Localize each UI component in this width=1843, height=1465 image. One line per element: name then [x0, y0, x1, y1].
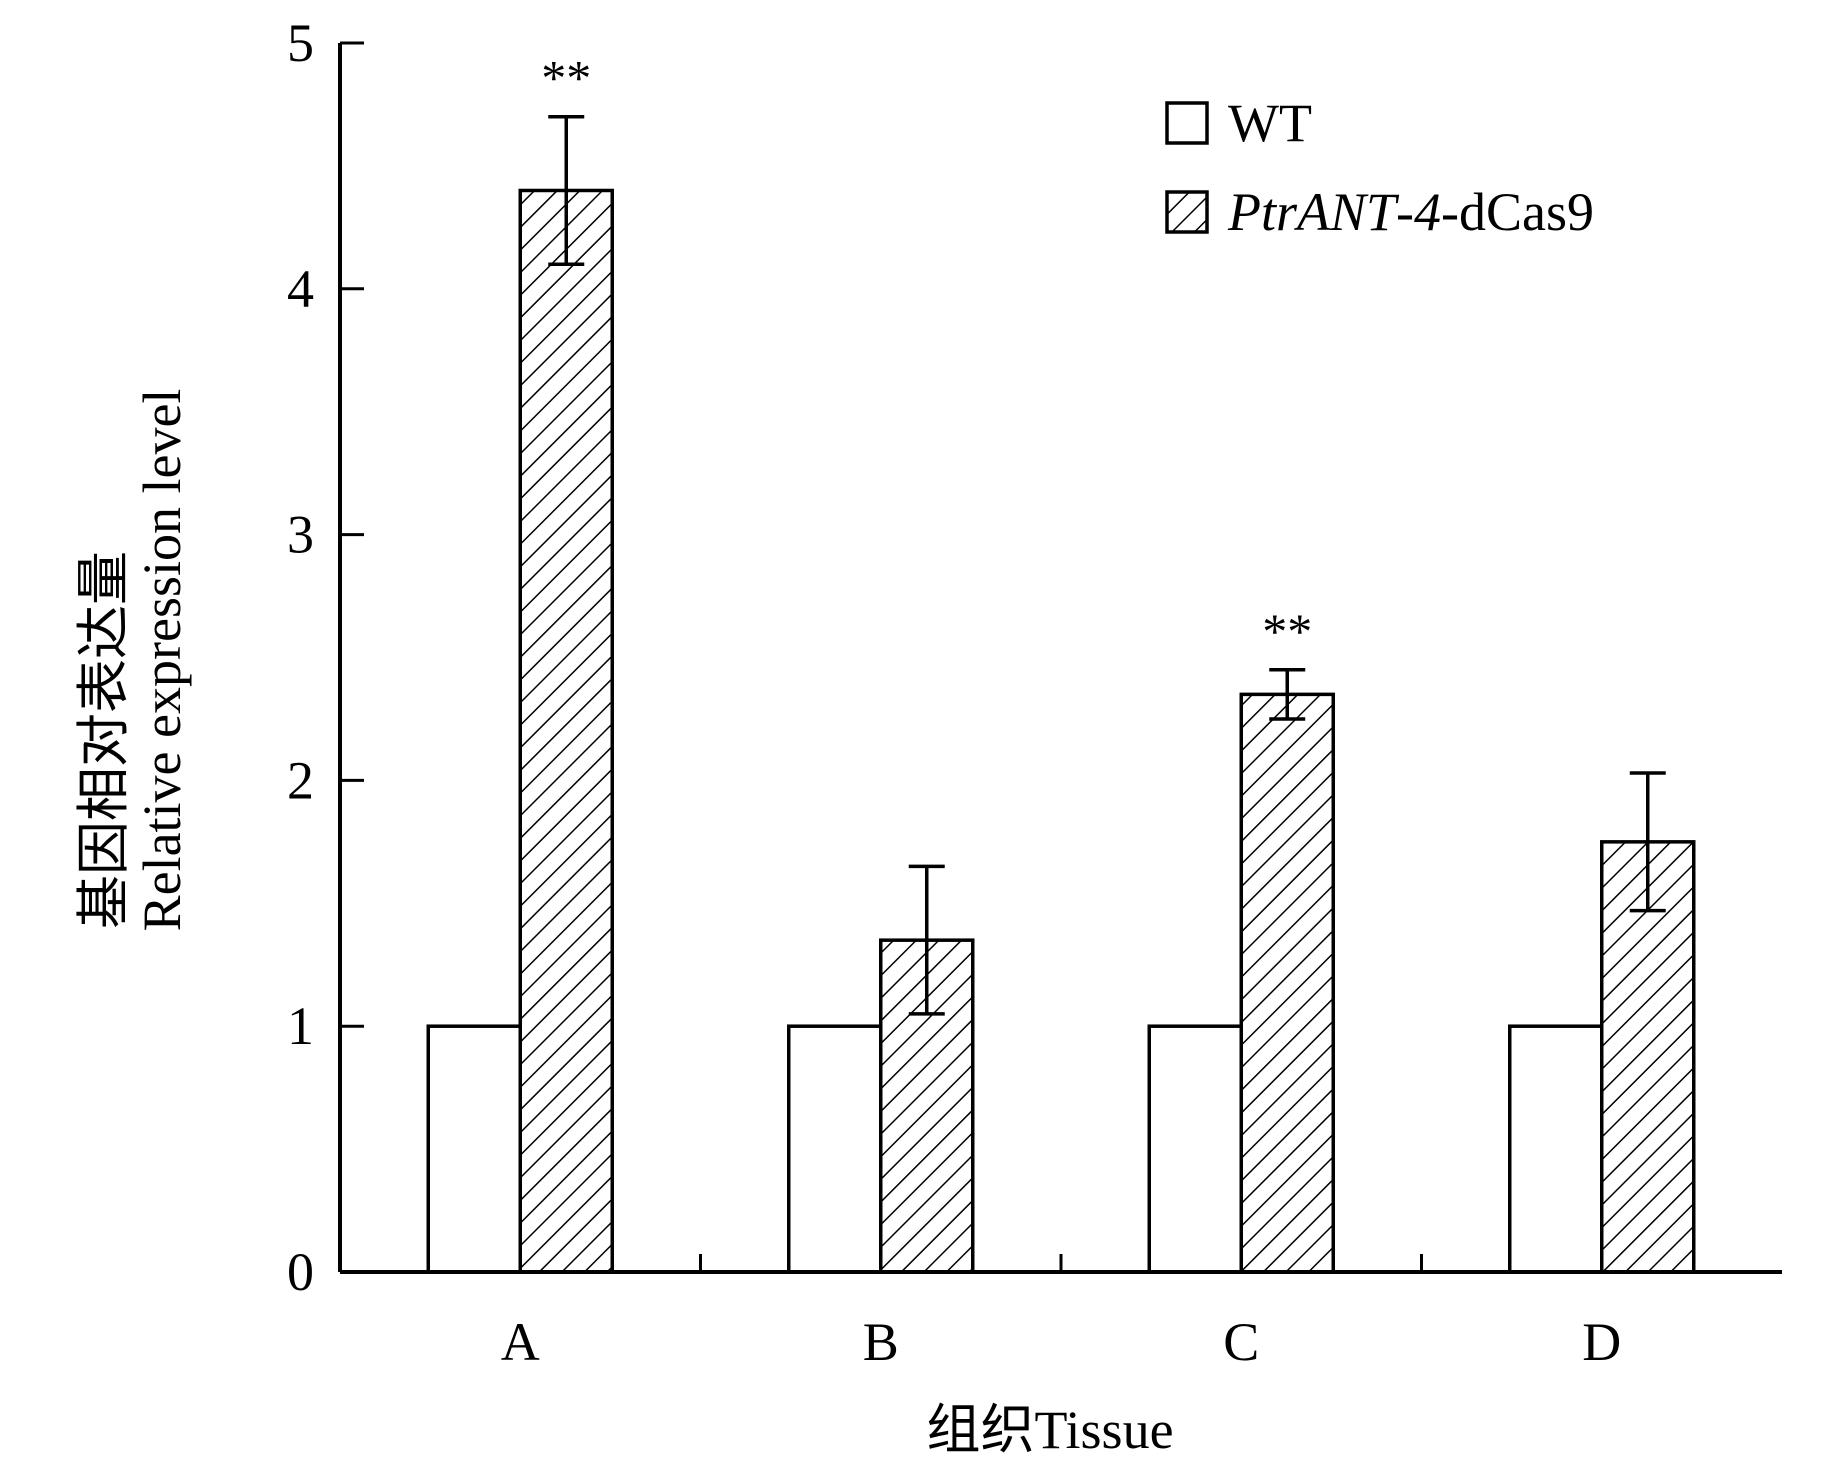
- bar-wt-B: [787, 1024, 883, 1274]
- y-axis-tick-labels: 0 1 2 3 4 5: [287, 13, 314, 1302]
- y-tick-label-0: 0: [287, 1242, 314, 1302]
- x-axis-category-labels: A B C D: [501, 1312, 1622, 1372]
- significance-mark-A: **: [541, 50, 591, 106]
- legend: WT PtrANT-4-dCas9: [1165, 93, 1594, 242]
- legend-label-ptrant-part-4: -dCas9: [1441, 182, 1594, 242]
- y-tick-label-4: 4: [287, 259, 314, 319]
- legend-label-ptrant-part-1: PtrANT: [1227, 182, 1400, 242]
- bar-wt-C: [1147, 1024, 1243, 1274]
- error-bar-ptrant-B: [908, 864, 945, 1016]
- bars-group: [426, 188, 1696, 1274]
- legend-swatch-wt: [1165, 101, 1209, 145]
- legend-label-ptrant-part-2: -: [1396, 182, 1414, 242]
- y-axis-title-cn: 基因相对表达量: [74, 551, 134, 929]
- y-tick-label-1: 1: [287, 996, 314, 1056]
- legend-swatch-ptrant: [1165, 190, 1209, 234]
- x-category-label-C: C: [1223, 1312, 1259, 1372]
- bar-ptrant-A: [518, 188, 614, 1274]
- error-bar-ptrant-D: [1629, 771, 1666, 913]
- legend-label-ptrant: PtrANT-4-dCas9: [1227, 182, 1594, 242]
- bar-wt-A: [426, 1024, 522, 1274]
- legend-label-ptrant-part-3: 4: [1414, 182, 1441, 242]
- error-bars-group: [548, 114, 1666, 1016]
- bar-wt-D: [1508, 1024, 1604, 1274]
- x-category-label-D: D: [1582, 1312, 1621, 1372]
- significance-marks: ** **: [541, 50, 1312, 659]
- x-category-label-B: B: [863, 1312, 899, 1372]
- x-axis-ticks: [699, 1254, 1423, 1272]
- y-tick-label-5: 5: [287, 13, 314, 73]
- x-category-label-A: A: [501, 1312, 540, 1372]
- error-bar-ptrant-A: [548, 114, 585, 266]
- error-bar-ptrant-C: [1269, 668, 1306, 721]
- y-axis-ticks: [340, 41, 364, 1274]
- y-tick-label-2: 2: [287, 750, 314, 810]
- x-axis-title: 组织Tissue: [926, 1400, 1173, 1460]
- significance-mark-C: **: [1262, 603, 1312, 659]
- y-axis-title-en: Relative expression level: [132, 389, 192, 932]
- y-tick-label-3: 3: [287, 505, 314, 565]
- legend-label-wt: WT: [1228, 93, 1312, 153]
- bar-ptrant-C: [1239, 692, 1335, 1274]
